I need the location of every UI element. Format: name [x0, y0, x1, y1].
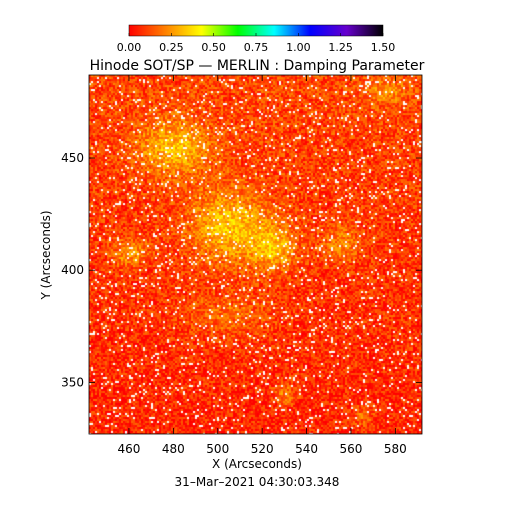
plot-frame — [88, 74, 423, 435]
colorbar-tick-label: 0.75 — [244, 41, 269, 54]
x-tick-label: 500 — [206, 442, 229, 456]
y-tick-label: 400 — [61, 263, 84, 277]
x-tick-label: 580 — [384, 442, 407, 456]
x-axis-label: X (Arcseconds) — [212, 457, 302, 471]
chart-title: Hinode SOT/SP — MERLIN : Damping Paramet… — [90, 58, 425, 74]
y-axis-ticks: 350 400 450 — [61, 151, 422, 389]
y-axis-label: Y (Arcseconds) — [39, 210, 53, 300]
x-tick-label: 480 — [162, 442, 185, 456]
colorbar-ticks: 0.00 0.25 0.50 0.75 1.00 1.25 1.50 — [117, 33, 396, 54]
heatmap-area — [89, 75, 422, 434]
colorbar-tick-label: 1.00 — [286, 41, 311, 54]
y-tick-label: 450 — [61, 151, 84, 165]
colorbar-tick-label: 0.50 — [201, 41, 226, 54]
heatmap-image — [89, 75, 422, 434]
colorbar-tick-label: 0.00 — [117, 41, 142, 54]
x-tick-label: 520 — [251, 442, 274, 456]
x-axis-ticks: 460 480 500 520 540 560 580 — [118, 75, 407, 456]
y-tick-label: 350 — [61, 375, 84, 389]
timestamp: 31–Mar–2021 04:30:03.348 — [175, 475, 340, 489]
colorbar-tick-label: 1.50 — [371, 41, 396, 54]
x-tick-label: 460 — [118, 442, 141, 456]
colorbar-tick-label: 0.25 — [159, 41, 184, 54]
x-tick-label: 540 — [295, 442, 318, 456]
x-tick-label: 560 — [340, 442, 363, 456]
colorbar-tick-label: 1.25 — [328, 41, 353, 54]
